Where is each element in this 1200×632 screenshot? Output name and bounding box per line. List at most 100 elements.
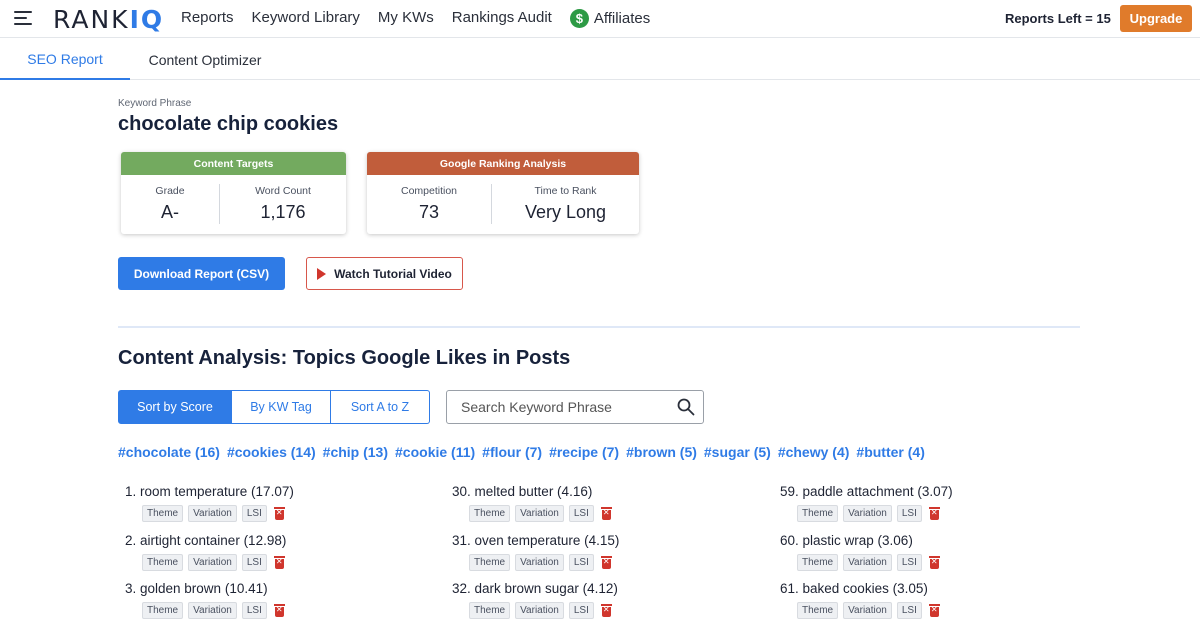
variation-badge: Variation bbox=[515, 505, 564, 522]
lsi-badge: LSI bbox=[241, 602, 267, 619]
delete-icon[interactable] bbox=[600, 507, 612, 520]
search-icon[interactable] bbox=[677, 398, 695, 416]
nav-keyword-library[interactable]: Keyword Library bbox=[251, 9, 360, 26]
lsi-badge: LSI bbox=[568, 505, 594, 522]
keyword-name: 31. oven temperature (4.15) bbox=[452, 532, 620, 548]
word-count-value: 1,176 bbox=[260, 202, 306, 222]
list-item: 60. plastic wrap (3.06) Theme Variation … bbox=[780, 533, 1080, 582]
ranking-analysis-header: Google Ranking Analysis bbox=[367, 152, 639, 175]
tag-link[interactable]: #chewy (4) bbox=[777, 444, 850, 460]
delete-icon[interactable] bbox=[928, 507, 940, 520]
theme-badge: Theme bbox=[797, 602, 839, 619]
competition-value: 73 bbox=[418, 202, 440, 222]
lsi-badge: LSI bbox=[568, 602, 594, 619]
variation-badge: Variation bbox=[188, 553, 237, 571]
tag-link[interactable]: #chocolate (16) bbox=[118, 444, 220, 460]
list-item: 2. airtight container (12.98) Theme Vari… bbox=[125, 533, 425, 582]
keyword-tags: #chocolate (16) #cookies (14) #chip (13)… bbox=[118, 444, 925, 460]
delete-icon[interactable] bbox=[273, 555, 285, 569]
sort-by-kw-tag-button[interactable]: By KW Tag bbox=[232, 390, 331, 424]
lsi-badge: LSI bbox=[241, 505, 267, 522]
nav-affiliates[interactable]: $ Affiliates bbox=[569, 9, 651, 28]
keyword-search-box bbox=[446, 390, 704, 424]
grade-value: A- bbox=[161, 202, 179, 222]
lsi-badge: LSI bbox=[896, 602, 922, 619]
delete-icon[interactable] bbox=[928, 604, 940, 617]
theme-badge: Theme bbox=[142, 505, 184, 522]
word-count-label: Word Count bbox=[255, 185, 311, 197]
reports-left-counter: Reports Left = 15 bbox=[1005, 11, 1111, 26]
time-to-rank-value: Very Long bbox=[524, 202, 607, 222]
top-nav-bar: RANKIQ Reports Keyword Library My KWs Ra… bbox=[0, 0, 1200, 38]
nav-my-kws[interactable]: My KWs bbox=[377, 9, 434, 26]
delete-icon[interactable] bbox=[928, 555, 940, 569]
delete-icon[interactable] bbox=[600, 604, 612, 617]
keyword-name: 2. airtight container (12.98) bbox=[125, 532, 287, 548]
tag-link[interactable]: #butter (4) bbox=[856, 444, 925, 460]
tag-link[interactable]: #flour (7) bbox=[482, 444, 543, 460]
theme-badge: Theme bbox=[797, 505, 839, 522]
variation-badge: Variation bbox=[843, 505, 892, 522]
upgrade-button[interactable]: Upgrade bbox=[1120, 5, 1192, 32]
keyword-phrase-title: chocolate chip cookies bbox=[118, 113, 339, 135]
list-item: 59. paddle attachment (3.07) Theme Varia… bbox=[780, 484, 1080, 533]
keyword-name: 60. plastic wrap (3.06) bbox=[780, 532, 913, 548]
content-targets-header: Content Targets bbox=[121, 152, 346, 175]
keyword-column-3: 59. paddle attachment (3.07) Theme Varia… bbox=[780, 484, 1080, 630]
theme-badge: Theme bbox=[469, 553, 511, 571]
tag-link[interactable]: #cookies (14) bbox=[226, 444, 316, 460]
lsi-badge: LSI bbox=[241, 553, 267, 571]
nav-reports[interactable]: Reports bbox=[181, 9, 234, 26]
grade-label: Grade bbox=[155, 185, 185, 197]
lsi-badge: LSI bbox=[568, 553, 594, 571]
sort-a-to-z-button[interactable]: Sort A to Z bbox=[331, 390, 430, 424]
ranking-analysis-card: Google Ranking Analysis Competition 73 T… bbox=[367, 152, 639, 234]
competition-metric: Competition 73 bbox=[367, 175, 491, 234]
sort-button-group: Sort by Score By KW Tag Sort A to Z bbox=[118, 390, 430, 424]
list-item: 31. oven temperature (4.15) Theme Variat… bbox=[452, 533, 752, 582]
variation-badge: Variation bbox=[188, 505, 237, 522]
content-analysis-title: Content Analysis: Topics Google Likes in… bbox=[118, 347, 571, 369]
variation-badge: Variation bbox=[843, 553, 892, 571]
sort-by-score-button[interactable]: Sort by Score bbox=[118, 390, 232, 424]
delete-icon[interactable] bbox=[273, 507, 285, 520]
keyword-column-2: 30. melted butter (4.16) Theme Variation… bbox=[452, 484, 752, 630]
list-item: 61. baked cookies (3.05) Theme Variation… bbox=[780, 581, 1080, 630]
keyword-column-1: 1. room temperature (17.07) Theme Variat… bbox=[125, 484, 425, 630]
variation-badge: Variation bbox=[515, 553, 564, 571]
tag-link[interactable]: #cookie (11) bbox=[395, 444, 476, 460]
watch-tutorial-label: Watch Tutorial Video bbox=[334, 266, 452, 281]
tab-content-optimizer[interactable]: Content Optimizer bbox=[148, 51, 262, 68]
content-targets-card: Content Targets Grade A- Word Count 1,17… bbox=[121, 152, 346, 234]
search-input[interactable] bbox=[447, 391, 667, 423]
keyword-phrase-label: Keyword Phrase bbox=[118, 98, 192, 109]
nav-rankings-audit[interactable]: Rankings Audit bbox=[451, 9, 552, 26]
tag-link[interactable]: #sugar (5) bbox=[703, 444, 771, 460]
tag-link[interactable]: #brown (5) bbox=[626, 444, 697, 460]
section-divider bbox=[118, 326, 1080, 328]
hamburger-menu-icon[interactable] bbox=[14, 11, 32, 25]
variation-badge: Variation bbox=[515, 602, 564, 619]
tab-seo-report[interactable]: SEO Report bbox=[0, 39, 130, 80]
rankiq-logo[interactable]: RANKIQ bbox=[53, 5, 165, 34]
card-divider bbox=[491, 184, 492, 224]
nav-affiliates-label: Affiliates bbox=[593, 10, 651, 27]
main-nav: Reports Keyword Library My KWs Rankings … bbox=[181, 9, 650, 28]
dollar-icon: $ bbox=[569, 9, 589, 28]
delete-icon[interactable] bbox=[273, 604, 285, 617]
tag-link[interactable]: #chip (13) bbox=[322, 444, 389, 460]
watch-tutorial-button[interactable]: Watch Tutorial Video bbox=[306, 257, 463, 290]
variation-badge: Variation bbox=[843, 602, 892, 619]
keyword-name: 61. baked cookies (3.05) bbox=[780, 581, 928, 596]
keyword-name: 3. golden brown (10.41) bbox=[125, 581, 268, 596]
variation-badge: Variation bbox=[188, 602, 237, 619]
tag-link[interactable]: #recipe (7) bbox=[549, 444, 620, 460]
theme-badge: Theme bbox=[797, 553, 839, 571]
delete-icon[interactable] bbox=[600, 555, 612, 569]
list-item: 32. dark brown sugar (4.12) Theme Variat… bbox=[452, 581, 752, 630]
theme-badge: Theme bbox=[142, 553, 184, 571]
report-tabs: SEO Report Content Optimizer bbox=[0, 39, 1200, 80]
lsi-badge: LSI bbox=[896, 553, 922, 571]
download-report-button[interactable]: Download Report (CSV) bbox=[118, 257, 285, 290]
list-item: 30. melted butter (4.16) Theme Variation… bbox=[452, 484, 752, 533]
